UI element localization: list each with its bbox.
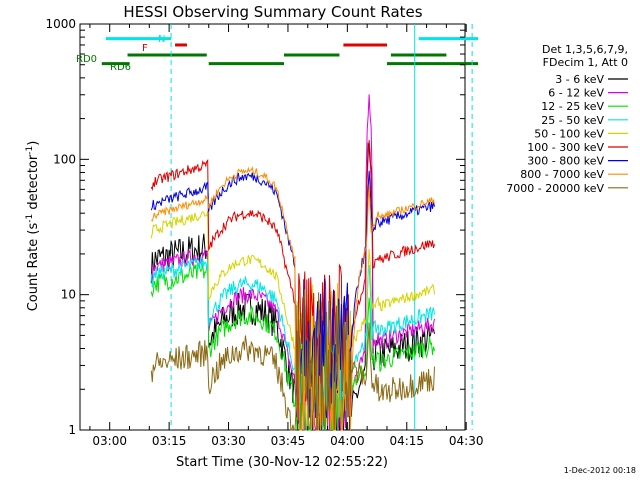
y-tick-label: 10 [61,288,76,302]
y-axis-label: Count Rate (s-1 detector-1) [25,141,41,312]
series-line [150,256,435,431]
count-rate-series [150,94,435,431]
x-tick-label: 03:15 [152,434,187,448]
x-axis-label: Start Time (30-Nov-12 02:55:22) [176,455,388,470]
x-tick-label: 03:00 [92,434,127,448]
series-line [150,140,435,407]
series-line [150,288,435,431]
legend-label: 800 - 7000 keV [520,168,604,181]
y-tick-label: 1 [68,423,76,437]
x-tick-label: 03:45 [271,434,306,448]
x-tick-label: 04:15 [389,434,424,448]
series-line [150,94,435,431]
y-tick-label: 1000 [45,17,76,31]
legend-label: 50 - 100 keV [534,127,604,140]
flag-label-rd6: RD6 [110,62,131,73]
legend-label: 6 - 12 keV [548,87,604,100]
axes: 1 10 100 1000 03:00 03:15 03:30 03:45 04:00 04:15… [45,17,483,448]
legend-title-1: Det 1,3,5,6,7,9, [542,43,628,56]
x-tick-label: 04:00 [330,434,365,448]
flag-label-f: F [142,43,148,54]
y-tick-label: 100 [53,152,76,166]
plot-frame [79,23,466,431]
legend-title-2: FDecim 1, Att 0 [543,56,628,69]
timestamp: 1-Dec-2012 00:18 [564,466,636,475]
flag-label-rd0: RD0 [76,54,97,65]
instrument-flag-bars [101,37,479,66]
legend-label: 3 - 6 keV [555,73,604,86]
legend-label: 25 - 50 keV [541,114,604,127]
legend-label: 300 - 800 keV [527,155,604,168]
legend-label: 12 - 25 keV [541,100,604,113]
x-tick-label: 03:30 [211,434,246,448]
series-line [150,165,435,431]
legend-label: 7000 - 20000 keV [506,182,604,195]
chart-title: HESSI Observing Summary Count Rates [123,3,422,21]
series-line [150,210,435,423]
series-line [150,142,435,431]
flag-label-n: N [158,34,165,45]
x-tick-label: 04:30 [449,434,484,448]
legend-label: 100 - 300 keV [527,141,604,154]
